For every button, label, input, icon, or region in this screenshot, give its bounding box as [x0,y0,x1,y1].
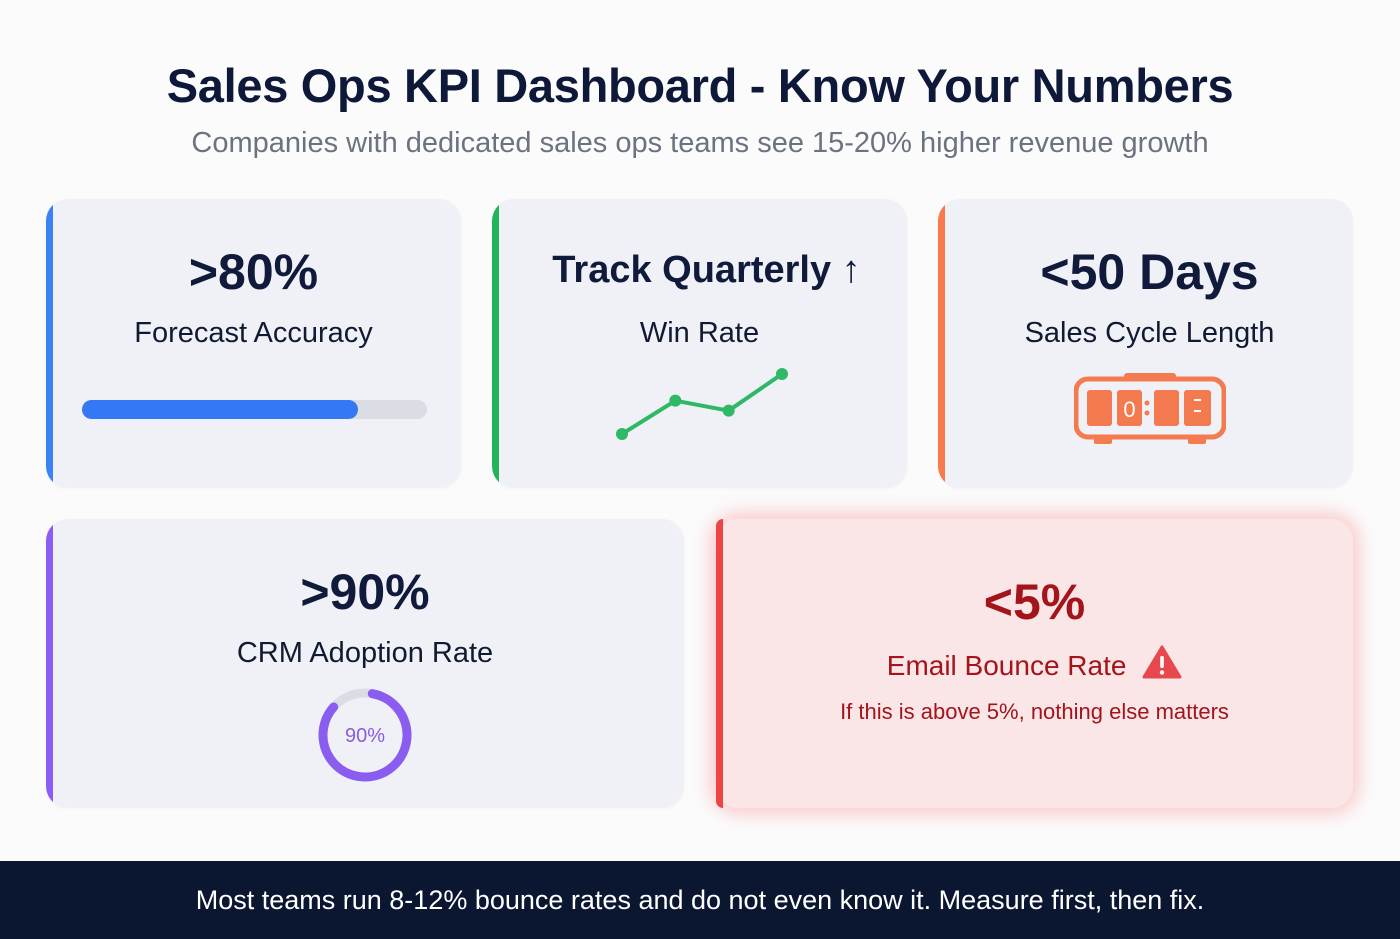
sparkline-point [722,404,735,417]
kpi-value: <50 Days [1040,244,1259,300]
sparkline-point [616,428,628,440]
footer-text: Most teams run 8-12% bounce rates and do… [195,885,1205,915]
donut-chart: 90% [318,688,412,782]
kpi-note: If this is above 5%, nothing else matter… [840,699,1229,724]
kpi-value: Track Quarterly [552,249,832,291]
kpi-value: >80% [188,244,319,300]
kpi-card-sales-cycle-length: <50 Days Sales Cycle Length 0 [938,199,1353,488]
donut-label: 90% [345,725,385,747]
footer-banner: Most teams run 8-12% bounce rates and do… [0,861,1400,939]
arrow-up-icon: ↑ [841,249,861,291]
kpi-card-forecast-accuracy: >80% Forecast Accuracy [46,199,461,488]
kpi-label: Sales Cycle Length [1024,317,1275,349]
progress-bar [82,400,427,419]
card-accent-bar [938,199,945,488]
kpi-value-row: Track Quarterly ↑ [492,249,907,292]
card-accent-bar [46,519,53,808]
kpi-card-win-rate: Track Quarterly ↑ Win Rate [492,199,907,488]
card-accent-bar [46,199,53,488]
svg-text:0: 0 [1123,397,1135,422]
kpi-card-email-bounce-rate: <5% Email Bounce Rate If this is above 5… [716,519,1353,808]
card-accent-bar [492,199,499,488]
page-title: Sales Ops KPI Dashboard - Know Your Numb… [166,59,1234,112]
warning-icon [1142,645,1182,679]
kpi-label: Forecast Accuracy [134,317,373,349]
kpi-card-crm-adoption-rate: >90% CRM Adoption Rate 90% [46,519,684,808]
kpi-label: CRM Adoption Rate [236,637,494,669]
sparkline-point [669,394,682,407]
progress-bar-fill [82,400,358,419]
page-subtitle: Companies with dedicated sales ops teams… [191,127,1209,159]
kpi-value: <5% [983,574,1086,630]
kpi-label: Win Rate [639,317,760,349]
card-accent-bar [716,519,723,808]
sparkline-point [776,368,788,380]
kpi-label-row: Email Bounce Rate [716,645,1353,682]
alarm-clock-icon: 0 [1074,373,1226,444]
kpi-label: Email Bounce Rate [886,650,1127,681]
sparkline-chart [616,368,788,440]
kpi-value: >90% [300,564,430,620]
